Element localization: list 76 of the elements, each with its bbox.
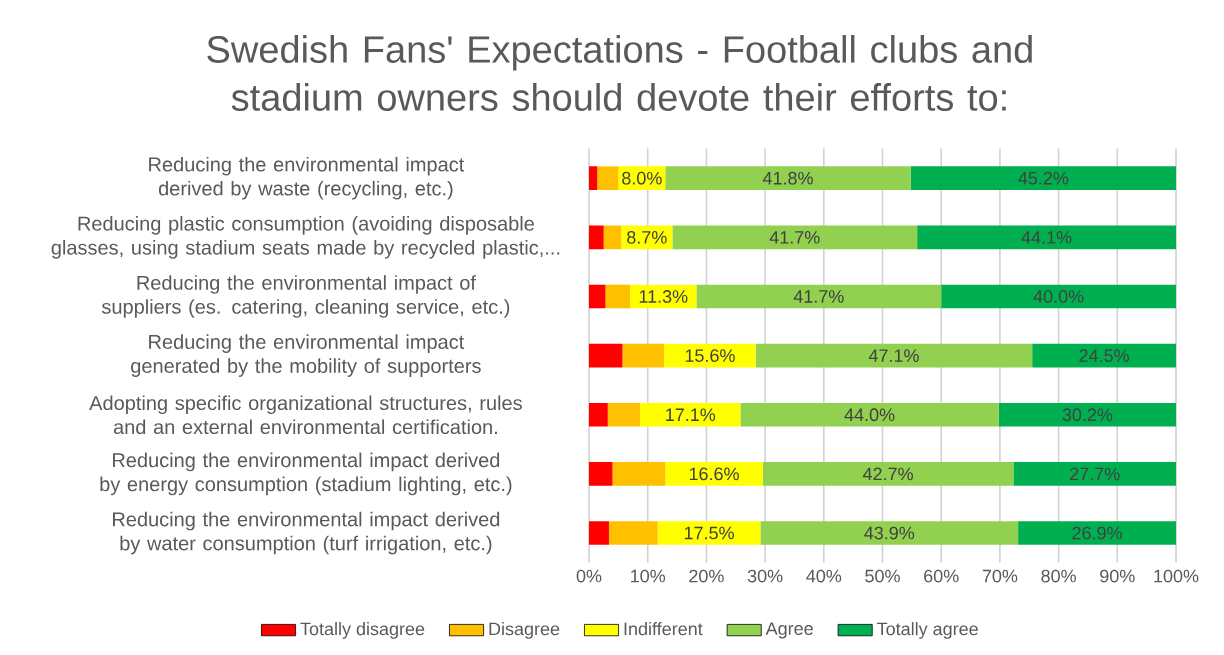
data-label: 43.9%	[864, 526, 915, 540]
legend-label: Agree	[765, 622, 813, 639]
data-label: 41.8%	[762, 171, 813, 185]
bar	[1032, 343, 1177, 368]
bar	[760, 521, 1019, 545]
x-tick-label: 10%	[631, 569, 666, 583]
data-label: 30.2%	[1062, 408, 1113, 422]
bar	[657, 521, 761, 545]
legend-label: Disagree	[489, 622, 560, 639]
chart-title: Swedish Fans' Expectations - Football clubs and stadium owners should devote their efforts to:	[207, 35, 1032, 111]
y-tick-label: Reducing the environmental impact derived by water consumption (turf irrigation, etc.)	[113, 511, 500, 555]
x-tick-label: 90%	[1100, 569, 1135, 583]
bar	[589, 343, 623, 368]
data-label: 47.1%	[868, 349, 919, 362]
bar	[622, 343, 665, 368]
data-label: 8.0%	[622, 171, 662, 185]
data-label: 44.1%	[1021, 231, 1072, 244]
data-label: 15.6%	[685, 349, 735, 362]
bar	[589, 284, 606, 309]
bar	[612, 462, 666, 486]
bar	[603, 225, 622, 250]
bar	[762, 462, 1014, 486]
legend-label: Indifferent	[624, 622, 703, 636]
bar	[589, 402, 608, 427]
data-label: 8.7%	[627, 230, 667, 244]
y-tick-label: Reducing the environmental impact generated by the mobility of supporters	[131, 334, 481, 377]
bar	[589, 225, 604, 250]
x-tick-label: 70%	[982, 569, 1018, 583]
data-label: 40.0%	[1033, 290, 1084, 303]
bar	[589, 166, 598, 191]
bar	[608, 521, 658, 545]
data-label: 24.5%	[1079, 349, 1129, 362]
x-tick-label: 100%	[1154, 569, 1199, 583]
x-tick-label: 20%	[689, 569, 724, 583]
bar	[665, 462, 763, 486]
bar	[910, 166, 1177, 191]
data-label: 41.7%	[793, 290, 844, 303]
bar	[589, 462, 613, 486]
data-label: 27.7%	[1070, 467, 1120, 481]
bar	[1013, 462, 1177, 486]
y-tick-label: Reducing plastic consumption (avoiding disposable glasses, using stadium seats made by recycled plastic,...	[51, 216, 560, 259]
data-label: 42.7%	[862, 467, 913, 481]
data-label: 16.6%	[689, 467, 739, 481]
data-label: 17.5%	[684, 526, 734, 540]
bar	[589, 521, 609, 545]
data-label: 26.9%	[1072, 526, 1122, 540]
x-tick-label: 30%	[747, 569, 783, 583]
legend-label: Totally disagree	[300, 622, 425, 639]
y-tick-label: Reducing the environmental impact derived by waste (recycling, etc.)	[149, 156, 465, 200]
bar	[696, 284, 942, 309]
bar	[597, 166, 619, 191]
bar	[607, 402, 641, 427]
data-label: 45.2%	[1018, 171, 1069, 185]
bar	[1018, 521, 1177, 545]
bar	[998, 402, 1177, 427]
legend-label: Totally agree	[877, 622, 978, 639]
bar	[605, 284, 631, 309]
x-tick-label: 80%	[1041, 569, 1076, 583]
bar	[917, 225, 1177, 250]
x-tick-label: 40%	[806, 569, 842, 583]
bar	[665, 166, 911, 191]
bar	[941, 284, 1177, 309]
x-tick-label: 0%	[576, 569, 602, 583]
x-tick-label: 60%	[924, 569, 959, 583]
data-label: 44.0%	[844, 408, 895, 422]
data-label: 11.3%	[639, 290, 688, 303]
y-tick-label: Reducing the environmental impact derived by energy consumption (stadium lighting, etc.)	[100, 452, 512, 496]
bar	[740, 402, 999, 427]
x-tick-label: 50%	[865, 569, 900, 583]
bar	[640, 402, 741, 427]
data-label: 17.1%	[666, 408, 716, 422]
data-label: 41.7%	[769, 231, 820, 244]
bar	[755, 343, 1033, 368]
y-tick-label: Reducing the environmental impact of suppliers (es. catering, cleaning service, etc.)	[101, 275, 510, 318]
bar	[672, 225, 918, 250]
y-tick-label: Adopting specific organizational structures, rules and an external environmental certification.	[89, 395, 522, 435]
